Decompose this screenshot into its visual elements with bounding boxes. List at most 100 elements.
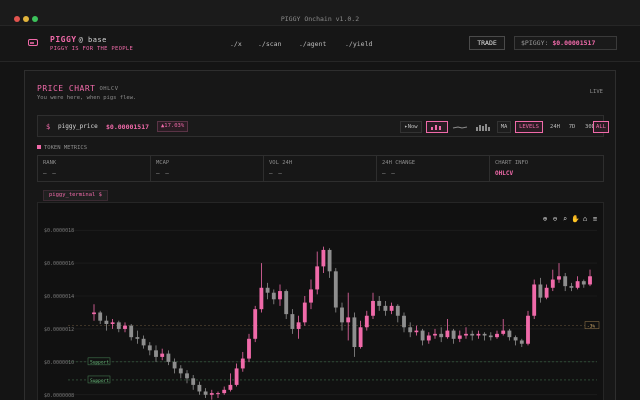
candle-body (129, 325, 134, 338)
candle-body (451, 330, 456, 339)
level-tag (87, 375, 111, 384)
candle-body (476, 333, 481, 336)
candle-body (203, 391, 208, 395)
candles-icon (431, 125, 441, 130)
candle-body (364, 315, 369, 328)
candle-body (290, 314, 295, 329)
zoom-out-icon[interactable]: ⊖ (552, 215, 558, 223)
close-window-dot[interactable] (14, 16, 20, 22)
app-header: PIGGY @ base PIGGY IS FOR THE PEOPLE ./x … (0, 26, 640, 62)
home-icon[interactable]: ⌂ (582, 215, 588, 223)
maximize-window-dot[interactable] (32, 16, 38, 22)
timeframe-7d[interactable]: 7D (568, 124, 576, 130)
candle-body (482, 333, 487, 336)
timeframe-all[interactable]: ALL (593, 121, 609, 133)
timeframe-24h[interactable]: 24H (550, 124, 560, 130)
candle-body (563, 276, 568, 287)
chart-svg: $0.0000018 $0.0000016 $0.0000014 $0.0000012… (44, 228, 600, 400)
metric-value: OHLCV (495, 170, 514, 177)
metrics-square-icon (37, 145, 41, 149)
candle-body (123, 325, 127, 329)
bars-icon (476, 124, 490, 131)
now-label: Now (407, 124, 418, 130)
candle-body (439, 333, 444, 338)
volume-view-button[interactable] (472, 121, 494, 133)
candle-body (557, 276, 561, 280)
candle-body (197, 384, 202, 392)
candle-body (426, 335, 431, 341)
candle-body (228, 384, 233, 390)
panel-subtitle: You were here, when pigs flew. (37, 95, 137, 101)
level-label: Support (90, 378, 109, 384)
window-title: PIGGY Onchain v1.0.2 (280, 15, 360, 23)
candle-body (575, 281, 580, 288)
panel-title: PRICE CHART OHLCV (37, 84, 119, 93)
candle-body (507, 330, 512, 338)
metric-value: — — (269, 170, 283, 177)
nav-x[interactable]: ./x (230, 40, 242, 48)
play-icon: ▸ (404, 124, 408, 130)
metric-value: — — (382, 170, 396, 177)
tagline: PIGGY IS FOR THE PEOPLE (50, 46, 134, 52)
metric-mcap: MCAP — — (151, 156, 264, 181)
candle-body (160, 353, 165, 357)
ma-toggle[interactable]: MA (497, 121, 511, 133)
nav-yield[interactable]: ./yield (345, 40, 373, 48)
candle-body (408, 327, 413, 333)
metric-value: — — (43, 170, 57, 177)
candle-body (259, 287, 264, 310)
candle-body (92, 312, 96, 315)
candle-body (519, 340, 524, 344)
candle-body (147, 345, 152, 351)
metric-value: — — (156, 170, 170, 177)
candle-body (538, 284, 543, 298)
panel-title-text: PRICE CHART (37, 84, 96, 93)
search-icon[interactable]: ⌕ (562, 215, 568, 223)
candle-body (544, 287, 549, 298)
candle-body (414, 330, 419, 333)
candle-body (464, 333, 468, 336)
candlestick-chart[interactable]: $0.0000018 $0.0000016 $0.0000014 $0.0000012… (37, 202, 604, 400)
candle-body (141, 338, 146, 346)
metric-label: VOL 24H (269, 160, 293, 166)
current-price: $0.00001517 (106, 123, 150, 131)
brand-name: PIGGY @ base (50, 35, 107, 44)
minimize-window-dot[interactable] (23, 16, 29, 22)
price-chart-panel: PRICE CHART OHLCV You were here, when pig… (24, 70, 616, 400)
price-ticker: $PIGGY: $0.00001517 (514, 36, 617, 50)
candle-body (371, 300, 375, 316)
candle-body (389, 305, 394, 311)
level-tag (584, 321, 600, 329)
candle-body (222, 389, 227, 394)
now-button[interactable]: ▸Now (400, 121, 422, 133)
candle-body (383, 305, 388, 311)
timeframe-30d[interactable]: 30D (585, 124, 595, 130)
y-tick-label: $0.0000012 (44, 327, 74, 333)
brand-text: PIGGY (50, 35, 77, 44)
candle-body (321, 249, 326, 267)
candle-body (265, 287, 270, 293)
y-tick-label: $0.0000008 (44, 393, 74, 399)
chart-tools: ⊕ ⊖ ⌕ ✋ ⌂ ≡ (539, 206, 599, 223)
candle-body (296, 322, 301, 329)
nav-scan[interactable]: ./scan (258, 40, 282, 48)
line-view-button[interactable] (450, 121, 470, 133)
metric-label: RANK (43, 160, 57, 166)
candle-body (98, 312, 103, 321)
candle-body (166, 353, 171, 362)
nav-agent[interactable]: ./agent (299, 40, 327, 48)
candle-body (172, 361, 177, 369)
zoom-in-icon[interactable]: ⊕ (542, 215, 548, 223)
window-titlebar: PIGGY Onchain v1.0.2 (0, 0, 640, 26)
candle-body (135, 337, 140, 339)
trade-button[interactable]: TRADE (469, 36, 505, 50)
menu-icon[interactable]: ≡ (592, 215, 598, 223)
terminal-tab[interactable]: piggy_terminal $ (43, 190, 108, 201)
candle-body (302, 302, 307, 323)
levels-toggle[interactable]: LEVELS (515, 121, 543, 133)
candle-body (495, 333, 499, 338)
candle-body (284, 291, 289, 315)
pan-icon[interactable]: ✋ (571, 215, 580, 223)
candle-body (588, 276, 592, 285)
candles-view-button[interactable] (426, 121, 448, 133)
